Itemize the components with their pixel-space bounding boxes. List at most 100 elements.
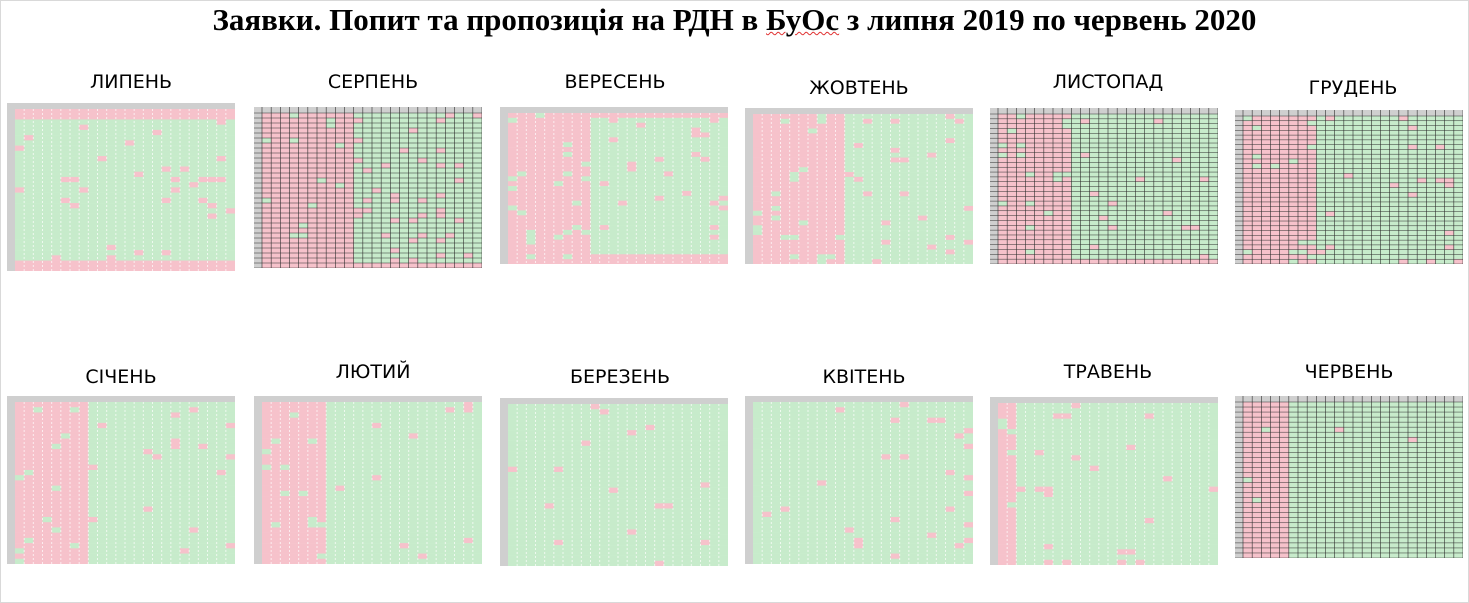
heatmap-cell: [936, 249, 946, 255]
heatmap-cell: [1199, 114, 1210, 120]
heatmap-cell: [1007, 162, 1017, 168]
heatmap-cell: [1034, 186, 1045, 192]
heatmap-cell: [899, 181, 910, 187]
heatmap-cell: [963, 114, 973, 120]
heatmap-cell: [271, 253, 281, 259]
heatmap-cell: [207, 156, 217, 162]
heatmap-cell: [271, 143, 281, 149]
heatmap-cell: [472, 238, 482, 244]
slide-title: Заявки. Попит та пропозиція на РДН в БуО…: [0, 2, 1469, 38]
heatmap-cell: [472, 193, 482, 199]
heatmap-cell: [700, 161, 710, 167]
heatmap-cell: [1126, 176, 1136, 183]
heatmap-cell: [771, 118, 781, 124]
heatmap-cell: [106, 412, 117, 418]
heatmap-cell: [1089, 259, 1100, 264]
heatmap-cell: [207, 443, 217, 450]
heatmap-cell: [134, 402, 144, 408]
heatmap-cell: [945, 244, 955, 250]
heatmap-cell: [1053, 220, 1063, 226]
heatmap-cell: [180, 156, 190, 162]
heatmap-cell: [417, 223, 428, 229]
heatmap-cell: [353, 138, 364, 144]
heatmap-cell: [335, 228, 345, 234]
heatmap-cell: [1043, 167, 1054, 173]
heatmap-cell: [1153, 259, 1164, 264]
heatmap-cell: [335, 208, 345, 214]
heatmap-cell: [445, 193, 455, 199]
heatmap-cell: [42, 109, 52, 115]
heatmap-cell: [445, 118, 455, 124]
heatmap-cell: [1408, 125, 1418, 131]
heatmap-cell: [899, 259, 910, 264]
heatmap-cell: [1108, 157, 1118, 163]
heatmap-cell: [1325, 120, 1335, 126]
heatmap-cell: [1144, 244, 1155, 250]
heatmap-cell: [289, 158, 299, 164]
heatmap-cell: [170, 443, 181, 450]
heatmap-cell: [1007, 147, 1017, 154]
heatmap-cell: [535, 229, 545, 236]
heatmap-cell: [826, 249, 836, 255]
heatmap-cell: [381, 138, 391, 144]
heatmap-cell: [60, 239, 71, 246]
heatmap-cell: [152, 140, 162, 146]
heatmap-cell: [262, 138, 272, 144]
heatmap-cell: [362, 173, 373, 179]
heatmap-cell: [709, 234, 720, 240]
heatmap-cell: [1371, 206, 1381, 212]
heatmap-cell: [1153, 230, 1164, 236]
heatmap-cell: [24, 402, 34, 408]
heatmap-cell: [1126, 230, 1136, 236]
heatmap-cell: [1334, 154, 1345, 160]
heatmap-cell: [1334, 230, 1345, 236]
heatmap-cell: [1426, 249, 1436, 255]
heatmap-cell: [1080, 143, 1090, 149]
heatmap-cell: [1098, 210, 1109, 216]
heatmap-cell: [1126, 186, 1136, 192]
heatmap-cell: [70, 145, 80, 152]
heatmap-cell: [709, 113, 720, 119]
heatmap-cell: [463, 183, 474, 189]
heatmap-cell: [691, 166, 701, 172]
heatmap-cell: [335, 158, 345, 164]
heatmap-cell: [161, 223, 172, 230]
heatmap-cell: [927, 220, 937, 226]
heatmap-cell: [936, 259, 946, 264]
heatmap-cell: [1453, 230, 1463, 236]
heatmap-cell: [789, 147, 800, 154]
heatmap-cell: [1089, 239, 1100, 245]
heatmap-cell: [134, 156, 144, 162]
heatmap-cell: [908, 143, 919, 149]
heatmap-cell: [826, 123, 836, 129]
heatmap-cell: [526, 181, 536, 187]
heatmap-cell: [998, 181, 1008, 187]
heatmap-cell: [317, 133, 327, 139]
heatmap-cell: [189, 145, 199, 152]
heatmap-cell: [1270, 130, 1280, 136]
heatmap-cell: [436, 153, 446, 159]
heatmap-cell: [143, 433, 153, 439]
heatmap-cell: [789, 210, 800, 216]
heatmap-cell: [553, 200, 564, 206]
heatmap-cell: [526, 151, 536, 158]
heatmap-cell: [1371, 168, 1381, 174]
heatmap-cell: [335, 193, 345, 199]
heatmap-cell: [79, 208, 89, 214]
heatmap-cell: [1362, 187, 1372, 193]
heatmap-cell: [134, 443, 144, 450]
heatmap-cell: [225, 412, 235, 418]
heatmap-cell: [427, 213, 437, 219]
heatmap-cell: [817, 181, 827, 187]
heatmap-cell: [1053, 249, 1063, 255]
heatmap-cell: [115, 145, 126, 152]
heatmap-cell: [390, 153, 400, 159]
month-label: ЖОВТЕНЬ: [809, 77, 909, 99]
heatmap-cell: [79, 129, 89, 136]
heatmap-cell: [553, 225, 564, 231]
heatmap-cell: [1334, 254, 1345, 260]
heatmap-cell: [1043, 162, 1054, 168]
heatmap-cell: [572, 147, 582, 153]
heatmap-cell: [572, 113, 582, 119]
heatmap-cell: [1298, 130, 1308, 136]
